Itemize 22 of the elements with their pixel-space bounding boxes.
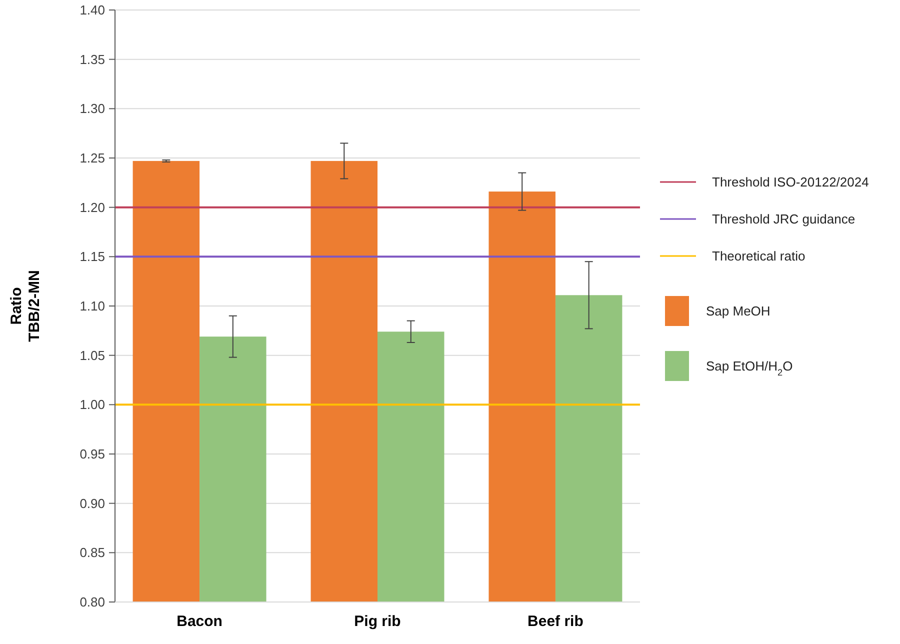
legend-label: Threshold ISO-20122/2024 — [712, 174, 869, 190]
y-tick-label: 1.30 — [80, 101, 105, 116]
y-tick-label: 1.05 — [80, 348, 105, 363]
y-tick-label: 0.80 — [80, 594, 105, 610]
x-tick-label: Bacon — [176, 613, 222, 630]
y-tick-label: 1.20 — [80, 200, 105, 215]
y-tick-label: 1.00 — [80, 397, 105, 412]
x-tick-label: Pig rib — [354, 613, 401, 630]
y-tick-label: 0.95 — [80, 446, 105, 462]
legend-label: Theoretical ratio — [712, 248, 806, 264]
y-tick-label: 1.25 — [80, 150, 105, 166]
y-axis-title: Ratio TBB/2-MN — [8, 270, 43, 342]
legend-label: Sap MeOH — [706, 304, 770, 319]
legend-label: Threshold JRC guidance — [712, 212, 856, 227]
y-tick-label: 0.90 — [80, 496, 105, 511]
legend-label: Sap EtOH/H$_{2}$O — [706, 358, 793, 378]
x-tick-label: Beef rib — [528, 613, 584, 630]
y-tick-label: 1.40 — [80, 2, 105, 18]
y-tick-label: 1.15 — [80, 249, 105, 264]
y-tick-label: 1.35 — [80, 52, 105, 67]
y-tick-label: 0.85 — [80, 545, 105, 560]
y-tick-label: 1.10 — [80, 298, 105, 314]
